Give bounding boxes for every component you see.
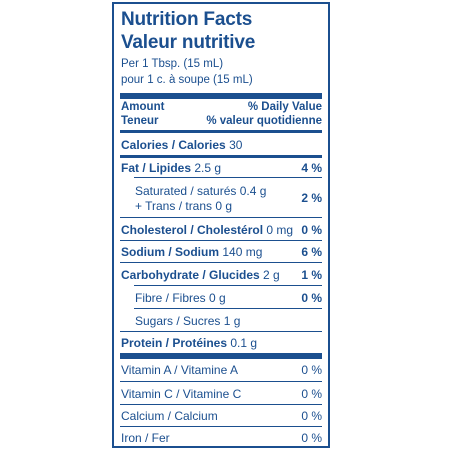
thin-divider bbox=[120, 381, 322, 382]
fibre-row: Fibre / Fibres 0 g bbox=[135, 291, 226, 305]
cholesterol-row: Cholesterol / Cholestérol 0 mg bbox=[121, 223, 293, 237]
title-english: Nutrition Facts bbox=[121, 9, 253, 30]
vitamin-c-percent: 0 % bbox=[301, 387, 322, 401]
thin-divider bbox=[134, 285, 322, 286]
thin-divider bbox=[120, 331, 322, 332]
cholesterol-percent: 0 % bbox=[301, 223, 322, 237]
daily-value-header: % Daily Value bbox=[247, 101, 322, 113]
thin-divider bbox=[120, 404, 322, 405]
fat-row: Fat / Lipides 2.5 g bbox=[121, 161, 221, 175]
fat-percent: 4 % bbox=[301, 161, 322, 175]
thin-divider bbox=[120, 240, 322, 241]
medium-divider bbox=[120, 155, 322, 158]
protein-label: Protein / Protéines bbox=[121, 336, 228, 350]
medium-divider bbox=[120, 130, 322, 133]
sugars-row: Sugars / Sucres 1 g bbox=[135, 314, 241, 328]
fibre-percent: 0 % bbox=[301, 291, 322, 305]
saturated-fat-row: Saturated / saturés 0.4 g bbox=[135, 184, 267, 198]
calories-label: Calories / Calories bbox=[121, 138, 226, 152]
saturated-trans-percent: 2 % bbox=[301, 191, 322, 205]
fat-label: Fat / Lipides bbox=[121, 161, 192, 175]
thin-divider bbox=[120, 426, 322, 427]
trans-fat-row: + Trans / trans 0 g bbox=[135, 199, 233, 213]
thick-divider bbox=[120, 353, 322, 359]
sodium-label: Sodium / Sodium bbox=[121, 245, 219, 259]
calcium-row: Calcium / Calcium bbox=[121, 409, 218, 423]
cholesterol-label: Cholesterol / Cholestérol bbox=[121, 223, 264, 237]
cholesterol-value: 0 mg bbox=[266, 223, 294, 237]
daily-value-header-french: % valeur quotidienne bbox=[206, 115, 322, 127]
calories-value: 30 bbox=[229, 138, 243, 152]
title-french: Valeur nutritive bbox=[121, 32, 256, 53]
amount-header: Amount bbox=[121, 101, 165, 113]
serving-size-english: Per 1 Tbsp. (15 mL) bbox=[121, 58, 224, 70]
sodium-value: 140 mg bbox=[222, 245, 263, 259]
carbohydrate-label: Carbohydrate / Glucides bbox=[121, 268, 260, 282]
thin-divider bbox=[120, 262, 322, 263]
teneur-header: Teneur bbox=[121, 115, 159, 127]
sodium-row: Sodium / Sodium 140 mg bbox=[121, 245, 262, 259]
thin-divider bbox=[120, 217, 322, 218]
thin-divider bbox=[134, 308, 322, 309]
calories-row: Calories / Calories 30 bbox=[121, 138, 242, 152]
fat-value: 2.5 g bbox=[194, 161, 222, 175]
carbohydrate-row: Carbohydrate / Glucides 2 g bbox=[121, 268, 280, 282]
nutrition-facts-label: Nutrition Facts Valeur nutritive Per 1 T… bbox=[112, 2, 330, 448]
vitamin-a-row: Vitamin A / Vitamine A bbox=[121, 363, 238, 377]
carbohydrate-value: 2 g bbox=[263, 268, 280, 282]
sodium-percent: 6 % bbox=[301, 245, 322, 259]
carbohydrate-percent: 1 % bbox=[301, 268, 322, 282]
iron-percent: 0 % bbox=[301, 431, 322, 445]
serving-size-french: pour 1 c. à soupe (15 mL) bbox=[121, 74, 253, 86]
vitamin-c-row: Vitamin C / Vitamine C bbox=[121, 387, 242, 401]
thick-divider bbox=[120, 93, 322, 99]
iron-row: Iron / Fer bbox=[121, 431, 170, 445]
protein-row: Protein / Protéines 0.1 g bbox=[121, 336, 257, 350]
protein-value: 0.1 g bbox=[230, 336, 258, 350]
thin-divider bbox=[134, 177, 322, 178]
calcium-percent: 0 % bbox=[301, 409, 322, 423]
vitamin-a-percent: 0 % bbox=[301, 363, 322, 377]
